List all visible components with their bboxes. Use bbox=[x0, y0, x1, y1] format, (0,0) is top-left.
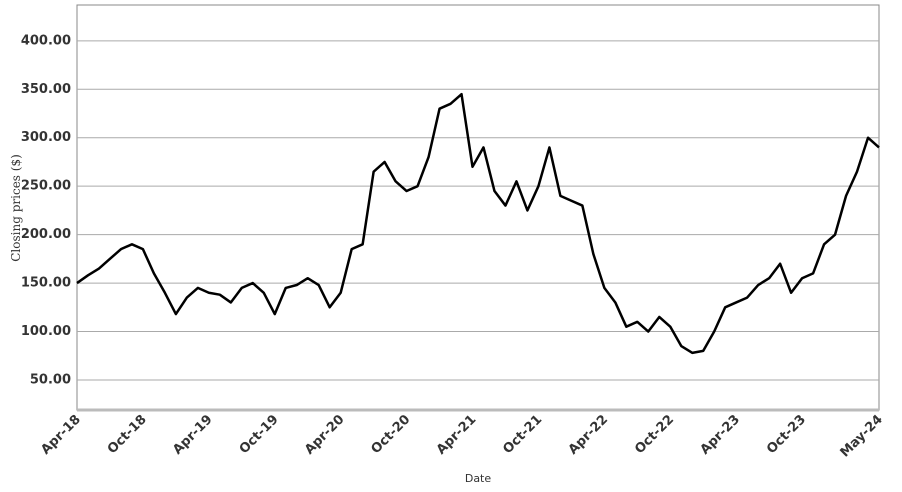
x-tick-label: Apr-20 bbox=[302, 412, 347, 457]
x-tick-label: Apr-19 bbox=[170, 412, 215, 457]
x-tick-label: Oct-21 bbox=[500, 412, 545, 457]
x-tick-label: Apr-21 bbox=[434, 412, 479, 457]
y-axis-label: Closing prices ($) bbox=[9, 154, 23, 262]
x-tick-label: Apr-22 bbox=[566, 412, 611, 457]
y-tick-label: 400.00 bbox=[21, 33, 71, 48]
y-tick-label: 350.00 bbox=[21, 82, 71, 97]
y-tick-label: 200.00 bbox=[21, 227, 71, 242]
y-tick-label: 150.00 bbox=[21, 276, 71, 291]
x-tick-label: Oct-22 bbox=[632, 412, 677, 457]
x-axis-label: Date bbox=[465, 472, 492, 485]
plot-area bbox=[76, 4, 880, 411]
x-tick-label: Oct-23 bbox=[764, 412, 809, 457]
y-tick-label: 300.00 bbox=[21, 130, 71, 145]
x-tick-label: Oct-18 bbox=[105, 412, 150, 457]
y-tick-label: 100.00 bbox=[21, 324, 71, 339]
x-tick-label: May-24 bbox=[838, 412, 886, 460]
y-tick-label: 50.00 bbox=[30, 372, 71, 387]
x-tick-label: Apr-18 bbox=[38, 412, 83, 457]
x-tick-label: Oct-20 bbox=[369, 412, 414, 457]
y-tick-label: 250.00 bbox=[21, 179, 71, 194]
line-series bbox=[76, 92, 880, 355]
x-tick-label: Apr-23 bbox=[698, 412, 743, 457]
x-tick-label: Oct-19 bbox=[237, 412, 282, 457]
